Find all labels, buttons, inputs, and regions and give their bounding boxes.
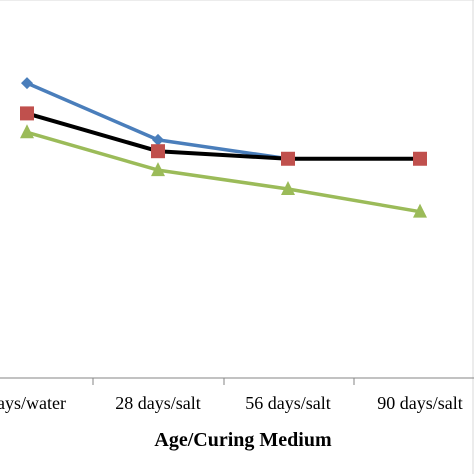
data-point-marker [21,77,33,90]
series-3 [26,130,421,214]
series-3-markers [20,124,427,218]
data-point-marker [151,162,165,177]
x-axis-ticks [92,378,355,385]
data-point-marker [413,203,427,218]
data-point-marker [20,106,34,121]
x-tick-label: days/water [0,393,66,413]
series-2-markers [20,106,427,166]
data-point-marker [281,151,295,166]
x-tick-label: 56 days/salt [245,393,331,413]
data-point-marker [152,133,164,146]
series-line [26,81,420,161]
series-1 [26,81,420,161]
data-point-marker [281,181,295,195]
series-line [26,111,420,161]
series-2 [26,111,420,161]
x-axis-title: Age/Curing Medium [154,429,332,451]
series-1-markers [21,77,426,165]
series-line [26,130,421,214]
series-layer [20,77,427,218]
data-point-marker [413,151,427,166]
x-tick-label: 90 days/salt [377,393,463,413]
data-point-marker [20,124,34,139]
data-point-marker [151,144,165,159]
x-axis-tick-labels: days/water 28 days/salt 56 days/salt 90 day… [0,393,463,413]
x-tick-label: 28 days/salt [115,393,201,413]
